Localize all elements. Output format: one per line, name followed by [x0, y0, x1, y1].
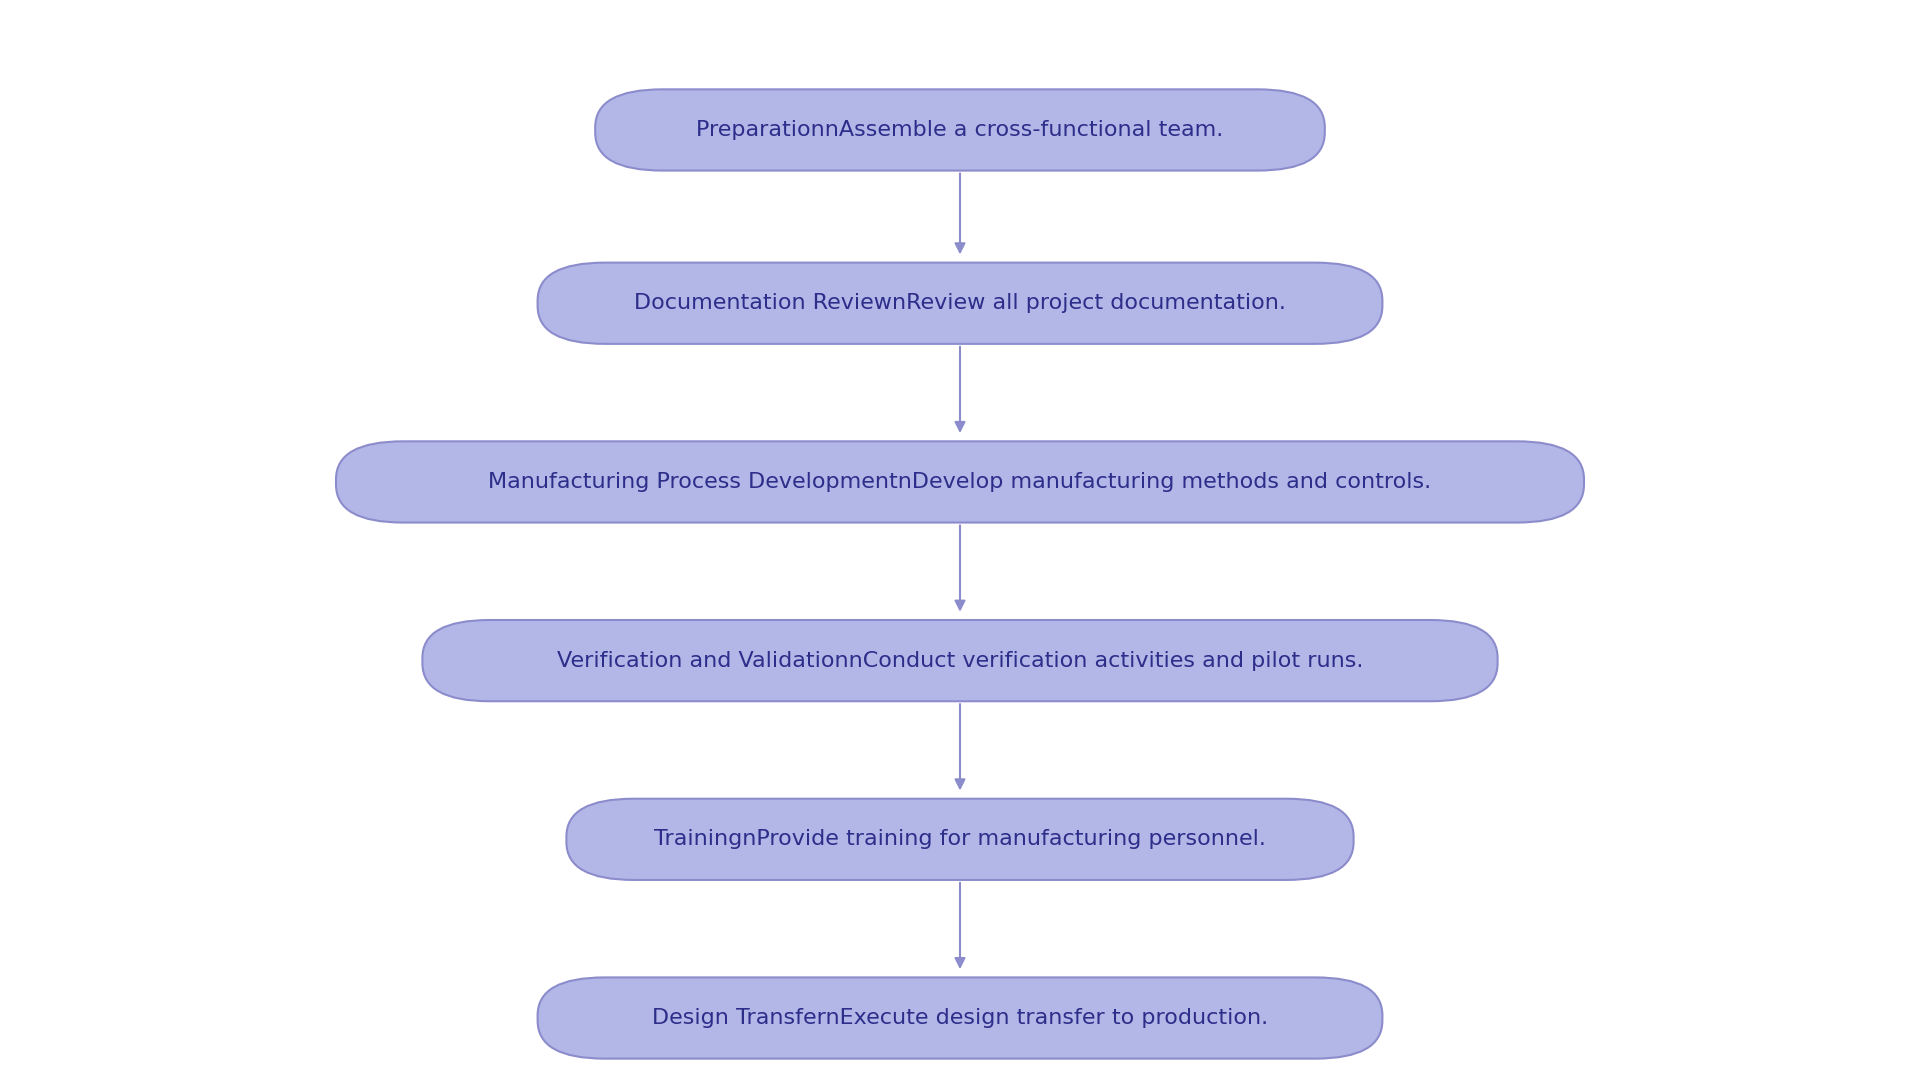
Text: TrainingnProvide training for manufacturing personnel.: TrainingnProvide training for manufactur…: [655, 830, 1265, 849]
FancyBboxPatch shape: [566, 799, 1354, 879]
Text: PreparationnAssemble a cross-functional team.: PreparationnAssemble a cross-functional …: [697, 120, 1223, 140]
FancyBboxPatch shape: [422, 619, 1498, 702]
FancyBboxPatch shape: [595, 90, 1325, 170]
Text: Documentation ReviewnReview all project documentation.: Documentation ReviewnReview all project …: [634, 293, 1286, 313]
Text: Manufacturing Process DevelopmentnDevelop manufacturing methods and controls.: Manufacturing Process DevelopmentnDevelo…: [488, 472, 1432, 492]
FancyBboxPatch shape: [538, 977, 1382, 1059]
Text: Verification and ValidationnConduct verification activities and pilot runs.: Verification and ValidationnConduct veri…: [557, 651, 1363, 670]
Text: Design TransfernExecute design transfer to production.: Design TransfernExecute design transfer …: [653, 1008, 1267, 1028]
FancyBboxPatch shape: [336, 442, 1584, 522]
FancyBboxPatch shape: [538, 263, 1382, 344]
